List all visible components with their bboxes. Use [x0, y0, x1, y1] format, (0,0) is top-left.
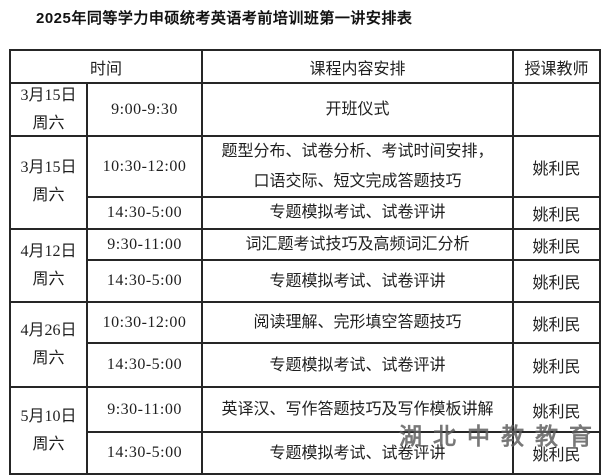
- content-cell: 专题模拟考试、试卷评讲: [201, 196, 515, 230]
- content-cell: 题型分布、试卷分析、考试时间安排，口语交际、短文完成答题技巧: [201, 134, 515, 199]
- col-header-content: 课程内容安排: [201, 49, 515, 84]
- table-row: 4月26日 周六 10:30-12:00 阅读理解、完形填空答题技巧 姚利民: [9, 301, 602, 389]
- table-row: 14:30-5:00 专题模拟考试、试卷评讲 姚利民: [10, 259, 602, 304]
- time-cell: 14:30-5:00: [85, 342, 204, 389]
- time-cell: 14:30-5:00: [85, 196, 204, 230]
- schedule-table: 时间 课程内容安排 授课教师 3月15日 周六 9:00-9:30 开班仪式 3月15日…: [8, 49, 602, 475]
- table-row: 4月12日 周六 9:30-11:00 词汇题考试技巧及高频词汇分析 姚利民: [9, 227, 602, 304]
- time-cell: 10:30-12:00: [85, 134, 204, 199]
- date-text: 5月10日: [20, 407, 77, 425]
- table-row: 3月15日 周六 10:30-12:00 题型分布、试卷分析、考试时间安排，口语交际、…: [9, 134, 602, 230]
- weekday-text: 周六: [32, 270, 65, 288]
- teacher-cell: 姚利民: [512, 342, 602, 389]
- col-header-time: 时间: [8, 49, 204, 84]
- table-row: 5月10日 周六 9:30-11:00 英译汉、写作答题技巧及写作模板讲解 姚利民: [9, 386, 602, 475]
- teacher-cell: 姚利民: [512, 386, 602, 434]
- teacher-cell: 姚利民: [512, 431, 602, 475]
- teacher-cell: 姚利民: [512, 196, 602, 230]
- table-row: 3月15日 周六 9:00-9:30 开班仪式: [9, 82, 602, 137]
- col-header-teacher: 授课教师: [512, 49, 602, 84]
- weekday-text: 周六: [32, 349, 65, 367]
- content-cell: 阅读理解、完形填空答题技巧: [201, 301, 515, 345]
- teacher-cell: 姚利民: [512, 301, 602, 345]
- content-cell: 词汇题考试技巧及高频词汇分析: [201, 227, 515, 262]
- date-cell: 3月15日周六: [9, 135, 88, 230]
- time-cell: 9:30-11:00: [85, 227, 204, 262]
- time-cell: 14:30-5:00: [85, 259, 204, 304]
- teacher-cell: 姚利民: [512, 134, 602, 199]
- time-cell: 9:30-11:00: [85, 386, 204, 434]
- weekday-text: 周六: [32, 435, 65, 453]
- content-cell: 专题模拟考试、试卷评讲: [201, 259, 515, 304]
- teacher-cell: 姚利民: [512, 227, 602, 262]
- content-cell: 专题模拟考试、试卷评讲: [201, 342, 515, 389]
- header-row: 时间 课程内容安排 授课教师: [8, 49, 602, 84]
- time-cell: 10:30-12:00: [85, 301, 204, 345]
- table-row: 14:30-5:00 专题模拟考试、试卷评讲 姚利民: [10, 342, 602, 389]
- content-cell: 专题模拟考试、试卷评讲: [201, 431, 515, 475]
- page-title: 2025年同等学力申硕统考英语考前培训班第一讲安排表: [36, 10, 413, 27]
- teacher-cell: [512, 82, 602, 137]
- date-text: 3月15日: [20, 159, 77, 177]
- date-cell: 4月12日周六: [9, 227, 88, 304]
- weekday-text: 周六: [32, 187, 65, 205]
- date-cell: 5月10日周六: [9, 386, 88, 475]
- content-cell: 开班仪式: [201, 82, 515, 137]
- date-cell: 4月26日周六: [9, 301, 88, 389]
- teacher-cell: 姚利民: [512, 259, 602, 304]
- weekday-text: 周六: [32, 114, 65, 132]
- schedule-body: 3月15日 周六 9:00-9:30 开班仪式 3月15日 周六 10:30-12:00 题型…: [9, 82, 602, 475]
- date-text: 4月26日: [20, 321, 77, 339]
- time-cell: 9:00-9:30: [85, 82, 204, 137]
- table-row: 14:30-5:00 专题模拟考试、试卷评讲 姚利民: [10, 431, 602, 475]
- time-cell: 14:30-5:00: [85, 431, 204, 475]
- table-row: 14:30-5:00 专题模拟考试、试卷评讲 姚利民: [10, 196, 602, 230]
- date-text: 3月15日: [20, 86, 77, 104]
- date-text: 4月12日: [20, 242, 77, 260]
- content-cell: 英译汉、写作答题技巧及写作模板讲解: [201, 386, 515, 434]
- date-cell: 3月15日周六: [9, 82, 88, 137]
